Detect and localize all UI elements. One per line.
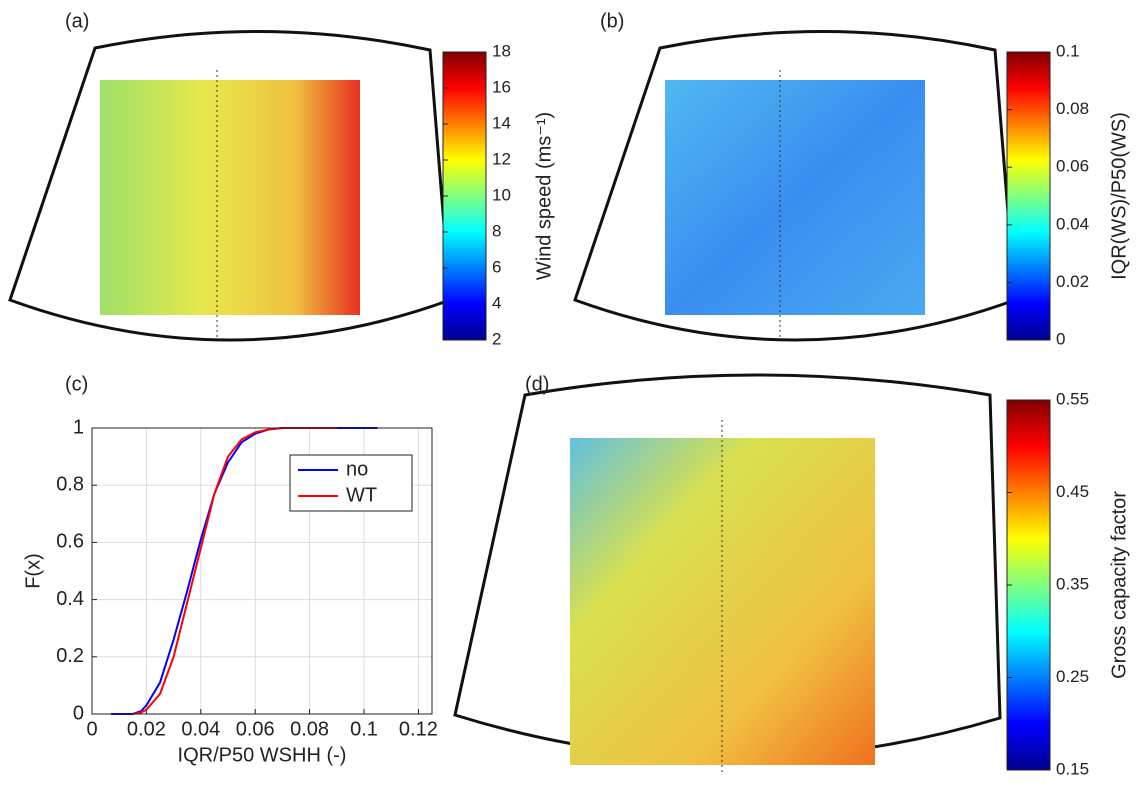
colorbar-tick-label: 0.45 [1056, 482, 1089, 501]
colorbar-tick-label: 0.15 [1056, 759, 1089, 778]
legend-label: no [346, 458, 368, 480]
panel-label: (c) [65, 373, 88, 395]
colorbar-tick-label: 0.35 [1056, 574, 1089, 593]
y-tick-label: 0 [73, 702, 84, 724]
legend-label: WT [346, 484, 377, 506]
colorbar-tick-label: 10 [492, 185, 511, 204]
colorbar-label: Wind speed (ms⁻¹) [533, 112, 555, 280]
map-d [453, 373, 1002, 775]
colorbar-tick-label: 0.02 [1056, 272, 1089, 291]
x-tick-label: 0.12 [399, 718, 438, 740]
panel-label: (d) [525, 373, 549, 395]
colorbar-tick-label: 0 [1056, 329, 1065, 348]
colorbar-tick-label: 8 [492, 221, 501, 240]
colorbar [1006, 399, 1051, 771]
colorbar-tick-label: 0.1 [1056, 41, 1080, 60]
colorbar-label: Gross capacity factor [1108, 491, 1130, 679]
x-tick-label: 0.06 [236, 718, 275, 740]
colorbar-tick-label: 4 [492, 293, 501, 312]
colorbar-tick-label: 14 [492, 113, 511, 132]
x-tick-label: 0.08 [290, 718, 329, 740]
colorbar [442, 51, 487, 341]
legend-box [289, 454, 413, 512]
colorbar-tick-label: 18 [492, 41, 511, 60]
map-a [8, 29, 452, 342]
y-tick-label: 0.2 [56, 645, 84, 667]
y-tick-label: 0.6 [56, 531, 84, 553]
panel-label: (b) [600, 10, 624, 32]
panel-label: (a) [65, 10, 89, 32]
colorbar [1006, 51, 1051, 341]
x-tick-label: 0 [86, 718, 97, 740]
x-tick-label: 0.02 [127, 718, 166, 740]
axes-box [91, 427, 433, 715]
map-b [573, 29, 1017, 342]
y-tick-label: 1 [73, 416, 84, 438]
y-tick-label: 0.4 [56, 588, 84, 610]
x-tick-label: 0.1 [350, 718, 378, 740]
x-tick-label: 0.04 [181, 718, 220, 740]
colorbar-tick-label: 16 [492, 77, 511, 96]
colorbar-tick-label: 12 [492, 149, 511, 168]
colorbar-tick-label: 0.25 [1056, 667, 1089, 686]
y-axis-label: F(x) [22, 553, 44, 589]
colorbar-tick-label: 0.55 [1056, 389, 1089, 408]
y-tick-label: 0.8 [56, 473, 84, 495]
colorbar-tick-label: 0.08 [1056, 99, 1089, 118]
x-axis-label: IQR/P50 WSHH (-) [178, 744, 347, 766]
colorbar-tick-label: 6 [492, 257, 501, 276]
colorbar-tick-label: 0.04 [1056, 214, 1089, 233]
colorbar-tick-label: 0.06 [1056, 157, 1089, 176]
colorbar-tick-label: 2 [492, 329, 501, 348]
colorbar-label: IQR(WS)/P50(WS) [1108, 112, 1130, 280]
